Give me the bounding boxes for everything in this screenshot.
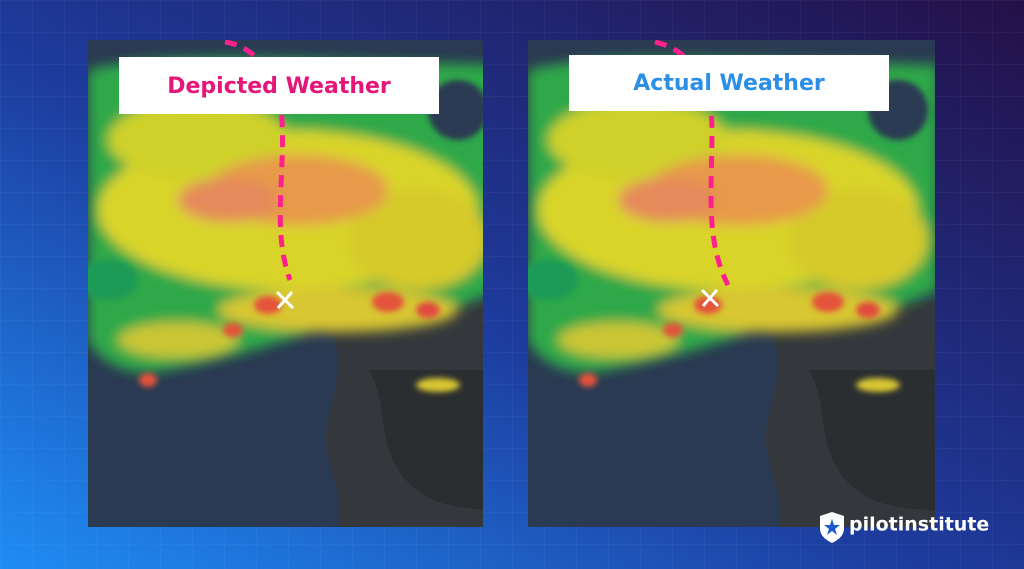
flight-path xyxy=(654,40,731,287)
label-box xyxy=(569,55,889,111)
logo-text: pilotinstitute xyxy=(849,514,989,536)
radar-map xyxy=(518,40,938,530)
logo: pilotinstitute xyxy=(820,512,989,543)
flight-path xyxy=(224,40,293,281)
label-box xyxy=(119,57,439,114)
panel-label: Depicted Weather xyxy=(167,74,391,99)
panel-label: Actual Weather xyxy=(633,71,825,96)
radar-map xyxy=(78,40,498,530)
aircraft-icon xyxy=(275,290,295,310)
aircraft-icon xyxy=(700,288,720,308)
